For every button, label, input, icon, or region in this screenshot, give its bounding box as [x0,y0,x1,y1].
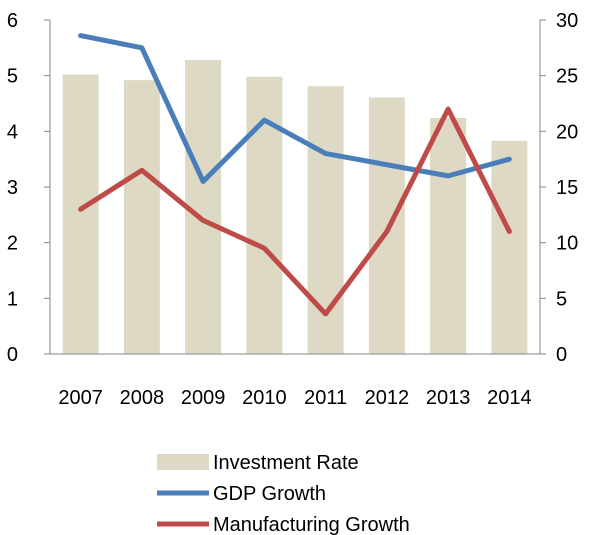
left-tick-label: 2 [7,233,18,255]
legend-label: GDP Growth [213,483,326,505]
left-tick-label: 1 [7,288,18,310]
x-tick-label: 2007 [58,387,103,409]
bar-2007 [62,74,99,354]
bar-group [62,60,528,355]
legend-swatch-bar [157,454,209,470]
x-tick-label: 2010 [242,387,287,409]
x-tick-label: 2014 [487,387,532,409]
bar-2009 [185,60,222,355]
right-tick-label: 20 [556,121,578,143]
x-tick-label: 2011 [304,387,347,409]
series-line-2 [78,106,512,317]
right-tick-label: 25 [556,66,578,88]
right-tick-label: 10 [556,233,578,255]
bar-2012 [368,97,405,355]
series-line-1 [78,33,512,184]
legend-label: Investment Rate [213,452,359,474]
left-tick-label: 4 [7,121,18,143]
left-tick-label: 3 [7,177,18,199]
left-tick-label: 5 [7,66,18,88]
line-group [78,33,512,317]
bar-2011 [307,86,344,354]
right-tick-label: 0 [556,344,567,366]
right-axis-ticks: 0 5 10 15 20 25 30 [540,10,578,366]
x-tick-label: 2013 [426,387,471,409]
right-tick-label: 15 [556,177,578,199]
x-tick-label: 2009 [181,387,226,409]
left-tick-label: 6 [7,10,18,32]
legend-label: Manufacturing Growth [213,514,410,535]
right-tick-label: 30 [556,10,578,32]
bar-2014 [491,140,528,354]
x-axis-ticks: 2007 2008 2009 2010 2011 2012 2013 2014 [58,387,531,409]
right-tick-label: 5 [556,288,567,310]
left-axis-ticks: 0 1 2 3 4 5 6 [7,10,50,366]
left-tick-label: 0 [7,344,18,366]
bar-2008 [123,80,160,355]
bar-2013 [430,117,467,355]
x-tick-label: 2008 [120,387,165,409]
x-tick-label: 2012 [365,387,410,409]
legend: Investment Rate GDP Growth Manufacturing G… [157,452,410,535]
axes [49,20,541,355]
